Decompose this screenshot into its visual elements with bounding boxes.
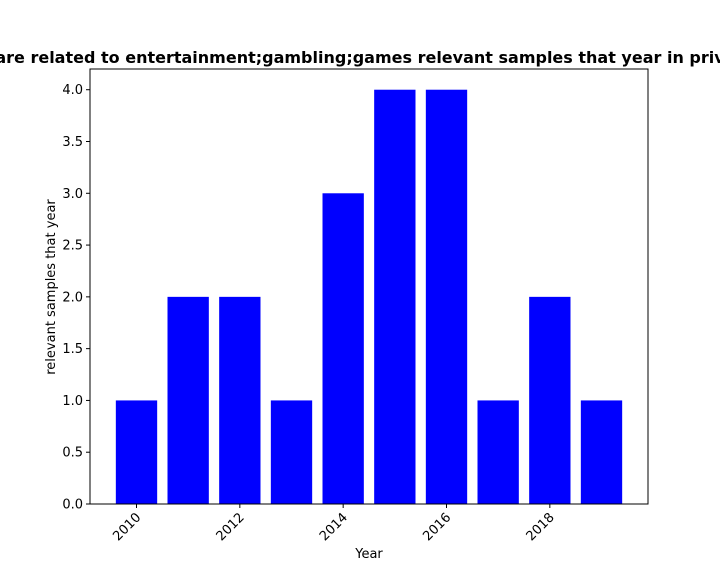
x-axis: 2010 2012 2014 2016 2018 <box>110 504 558 544</box>
x-tick-label: 2014 <box>317 510 351 544</box>
y-tick-label: 4.0 <box>62 83 83 98</box>
y-tick-label: 3.0 <box>62 187 83 202</box>
x-tick-label: 2012 <box>214 510 248 544</box>
chart-title: are related to entertainment;gambling;ga… <box>0 48 720 67</box>
y-axis-label: relevant samples that year <box>44 199 59 375</box>
bar-2014 <box>322 193 364 505</box>
x-axis-label: Year <box>354 547 383 562</box>
y-tick-label: 1.0 <box>62 394 83 409</box>
bar-2018 <box>529 296 571 504</box>
y-tick-label: 2.0 <box>62 290 83 305</box>
y-tick-label: 3.5 <box>62 135 83 150</box>
bar-2015 <box>374 89 416 504</box>
x-tick-label: 2018 <box>524 510 558 544</box>
bar-2012 <box>219 296 261 504</box>
bars-group <box>115 89 623 505</box>
y-tick-label: 0.5 <box>62 446 83 461</box>
bar-2017 <box>477 400 519 504</box>
y-tick-label: 2.5 <box>62 239 83 254</box>
y-tick-label: 0.0 <box>62 498 83 513</box>
bar-2013 <box>270 400 313 504</box>
bar-2019 <box>580 400 623 504</box>
x-tick-label: 2010 <box>110 510 144 544</box>
bar-2010 <box>115 400 158 504</box>
y-tick-label: 1.5 <box>62 342 83 357</box>
y-axis: 0.0 0.5 1.0 1.5 2.0 2.5 3.0 3.5 4.0 <box>62 83 90 513</box>
bar-2011 <box>167 296 209 504</box>
bar-2016 <box>425 89 468 504</box>
plot-frame <box>89 68 649 505</box>
x-tick-label: 2016 <box>420 510 454 544</box>
